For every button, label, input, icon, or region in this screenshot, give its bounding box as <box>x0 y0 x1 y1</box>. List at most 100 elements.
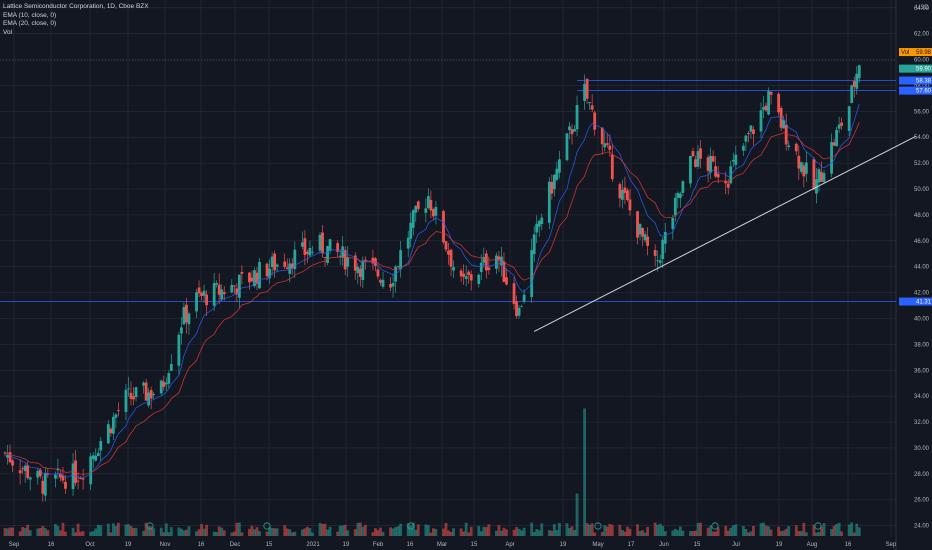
candle-body <box>308 248 312 256</box>
candle-body <box>822 173 826 182</box>
volume-bar <box>167 532 171 536</box>
candle-body <box>432 209 435 217</box>
candle-body <box>484 253 488 271</box>
volume-bar <box>512 529 516 536</box>
volume-bar <box>197 529 201 536</box>
symbol-title[interactable]: Lattice Semiconductor Corporation, 1D, C… <box>3 3 149 10</box>
volume-bar <box>363 524 367 536</box>
volume-bar <box>285 528 289 536</box>
volume-bar <box>6 528 9 536</box>
time-tick: 16 <box>198 542 205 548</box>
candle-body <box>38 469 42 477</box>
volume-bar <box>318 522 322 536</box>
volume-bar <box>709 525 712 536</box>
candle-body <box>487 267 491 271</box>
candle-body <box>449 249 453 267</box>
volume-bar <box>232 531 236 536</box>
volume-bar <box>764 525 768 536</box>
volume-bar <box>424 524 428 536</box>
candle-body <box>479 262 483 272</box>
price-axis[interactable]: 64.00 62.00 60.00 58.00 56.00 54.00 52.00 50.00… <box>914 5 930 530</box>
volume-bar <box>159 527 163 536</box>
candle-body <box>379 280 382 283</box>
volume-bar <box>409 525 413 536</box>
ema20-legend[interactable]: EMA (20, close, 0) <box>3 20 57 27</box>
horizontal-levels[interactable] <box>0 60 896 302</box>
candles[interactable] <box>3 64 861 502</box>
candle-body <box>590 105 594 110</box>
volume-bar <box>268 527 271 536</box>
volume-bar <box>235 522 239 536</box>
candle-body <box>323 257 327 258</box>
volume-bar <box>56 526 60 536</box>
volume-bar <box>767 526 770 536</box>
volume-bar <box>603 525 607 536</box>
volume-bar <box>381 531 385 536</box>
time-tick: Feb <box>373 542 384 548</box>
volume-bar <box>416 524 420 536</box>
volume-bar <box>530 522 534 536</box>
volume-bar <box>127 524 130 536</box>
candle-body <box>608 145 612 150</box>
candle-body <box>741 145 745 151</box>
volume-bar <box>195 531 198 536</box>
volume-bar <box>618 524 622 536</box>
volume-bar <box>265 531 269 536</box>
candle-body <box>293 249 297 270</box>
volume-bar <box>537 530 541 536</box>
volume-bar <box>565 523 569 536</box>
volume-bar <box>442 528 445 536</box>
candle-body <box>661 239 665 260</box>
price-tick: 36.00 <box>914 368 930 374</box>
volume-bar <box>676 530 680 536</box>
time-tick: Dec <box>230 542 241 548</box>
volume-legend[interactable]: Vol <box>3 28 13 36</box>
candle-body <box>217 284 221 295</box>
price-tick: 48.00 <box>914 213 930 219</box>
volume-bar <box>11 527 14 536</box>
candle-body <box>356 266 360 274</box>
volume-bar <box>200 524 203 536</box>
candle-body <box>285 267 289 269</box>
candle-body <box>840 122 844 126</box>
candle-body <box>220 289 224 300</box>
volume-bar <box>759 523 763 536</box>
volume-bar <box>341 525 345 536</box>
volume-bar <box>731 525 735 536</box>
candle-body <box>852 81 856 87</box>
volume-bar <box>248 528 251 536</box>
volume-bar <box>230 532 234 536</box>
candle-body <box>568 126 571 131</box>
candle-body <box>11 460 14 466</box>
ema10-legend[interactable]: EMA (10, close, 0) <box>3 11 57 19</box>
candle-body <box>76 480 80 482</box>
candle-body <box>706 157 710 171</box>
volume-bar <box>142 530 145 536</box>
volume-bar <box>308 528 312 536</box>
candle-body <box>699 148 702 159</box>
earnings-marker-icon <box>594 522 602 530</box>
time-tick: Jun <box>659 542 669 548</box>
volume-bar <box>21 526 25 536</box>
candle-body <box>147 392 151 406</box>
candle-body <box>643 234 647 241</box>
volume-bar <box>628 528 632 536</box>
volume-bar <box>643 532 647 536</box>
event-markers[interactable] <box>146 522 822 530</box>
volume-bar <box>303 528 307 536</box>
candle-body <box>734 154 738 165</box>
time-tick: Aug <box>807 542 818 548</box>
candle-body <box>482 257 486 263</box>
candle-body <box>837 124 841 129</box>
volume-bar <box>626 526 629 536</box>
trendline[interactable] <box>533 135 917 332</box>
candle-body <box>26 465 30 479</box>
candle-body <box>429 199 433 211</box>
candle-body <box>565 133 569 161</box>
time-axis[interactable]: Sep 16 Oct 19 Nov 16 Dec 15 2021 19 Feb 16 Mar 15 Apr 1… <box>9 542 897 548</box>
volume-bar <box>361 526 365 536</box>
volume-bar <box>212 531 216 536</box>
candle-body <box>830 142 833 174</box>
volume-bar <box>484 527 488 536</box>
